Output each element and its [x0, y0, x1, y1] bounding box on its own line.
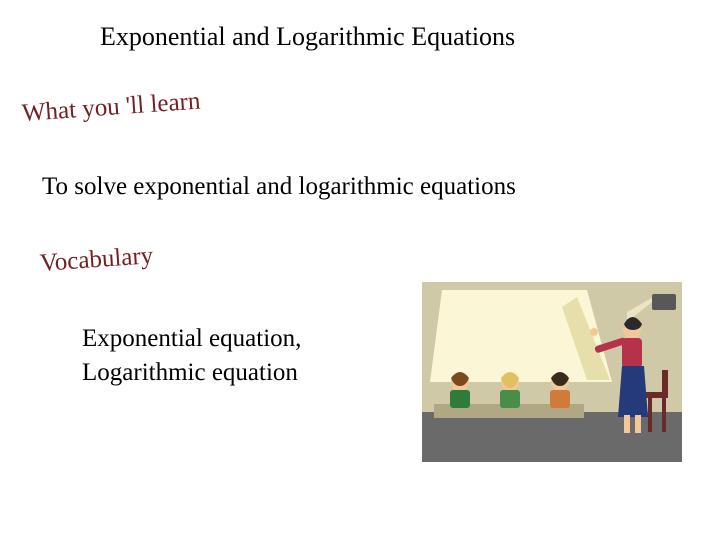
vocab-body-text: Exponential equation, Logarithmic equati… [82, 322, 301, 390]
student-2 [500, 372, 520, 408]
classroom-illustration [422, 282, 682, 462]
vocab-line-2: Logarithmic equation [82, 359, 298, 386]
page-title: Exponential and Logarithmic Equations [100, 22, 515, 52]
vocab-line-1: Exponential equation, [82, 325, 301, 352]
floor [422, 412, 682, 462]
learn-body-text: To solve exponential and logarithmic equ… [42, 170, 516, 204]
section-label-learn: What you 'll learn [21, 88, 201, 128]
student-1 [450, 372, 470, 408]
section-label-vocab: Vocabulary [39, 242, 154, 278]
student-3 [550, 372, 570, 408]
projector-icon [652, 294, 676, 310]
